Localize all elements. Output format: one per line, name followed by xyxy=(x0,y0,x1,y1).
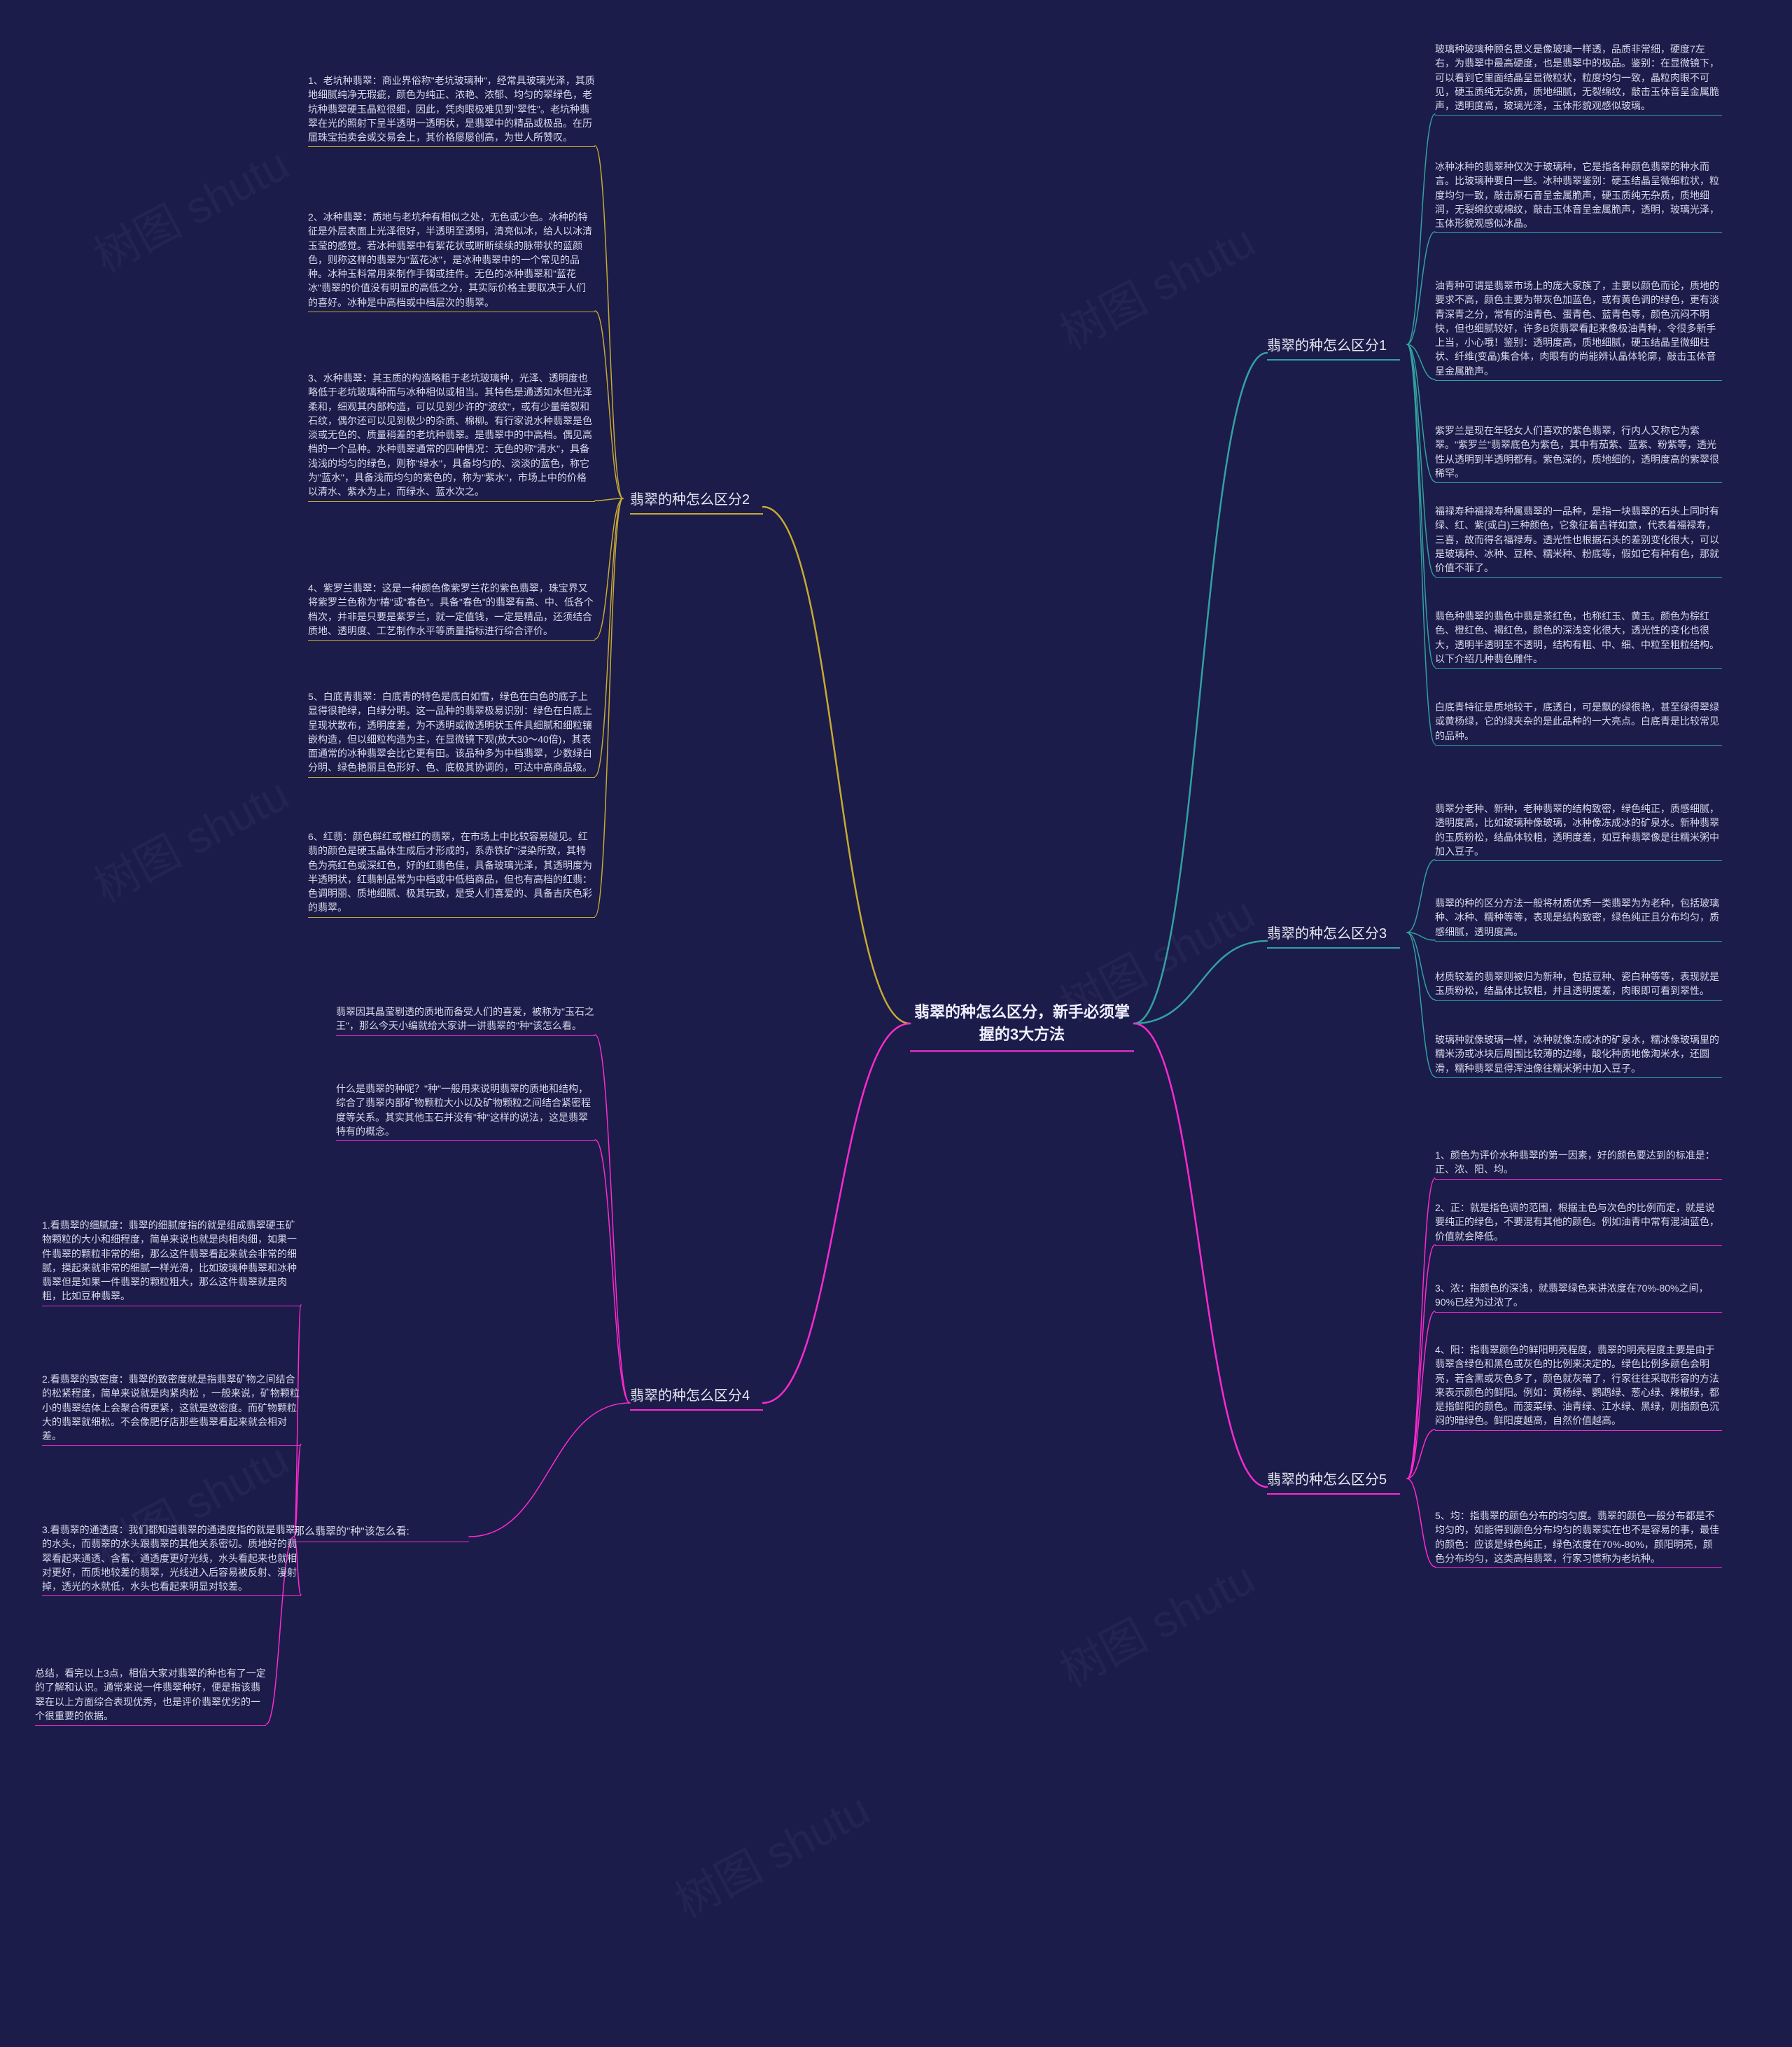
leaf-node: 1、老坑种翡翠：商业界俗称"老坑玻璃种"，经常具玻璃光泽，其质地细腻纯净无瑕疵，… xyxy=(308,74,595,147)
leaf-text: 5、均：指翡翠的颜色分布的均匀度。翡翠的颜色一般分布都是不均匀的，如能得到颜色分… xyxy=(1435,1509,1722,1565)
leaf-text: 什么是翡翠的种呢？"种"一般用来说明翡翠的质地和结构，综合了翡翠内部矿物颗粒大小… xyxy=(336,1082,595,1138)
branch-label: 翡翠的种怎么区分4 xyxy=(630,1388,750,1404)
leaf-node: 白底青特征是质地较干，底透白，可是飘的绿很艳，甚至绿得翠绿或黄杨绿，它的绿夹杂的… xyxy=(1435,700,1722,746)
leaf-node: 材质较差的翡翠则被归为新种，包括豆种、瓷白种等等，表现就是玉质粉松，结晶体比较粗… xyxy=(1435,970,1722,1001)
branch-b3: 翡翠的种怎么区分3 xyxy=(1267,924,1400,949)
leaf-text: 翡翠分老种、新种，老种翡翠的结构致密，绿色纯正，质感细腻，透明度高，比如玻璃种像… xyxy=(1435,802,1722,858)
leaf-node: 翡翠因其晶莹剔透的质地而备受人们的喜爱，被称为"玉石之王"，那么今天小编就给大家… xyxy=(336,1005,595,1036)
leaf-text: 翡色种翡翠的翡色中翡是茶红色，也称红玉、黄玉。颜色为棕红色、橙红色、褐红色，颜色… xyxy=(1435,609,1722,666)
branch-b2: 翡翠的种怎么区分2 xyxy=(630,490,763,515)
leaf-node: 油青种可谓是翡翠市场上的庞大家族了，主要以颜色而论，质地的要求不高，颜色主要为带… xyxy=(1435,279,1722,381)
leaf-text: 3.看翡翠的通透度：我们都知道翡翠的通透度指的就是翡翠的水头，而翡翠的水头跟翡翠… xyxy=(42,1523,301,1593)
watermark: 树图 shutu xyxy=(662,1774,879,1930)
sub-branch: 那么翡翠的"种"该怎么看: xyxy=(294,1524,469,1542)
leaf-node: 翡翠的种的区分方法一般将材质优秀一类翡翠为为老种，包括玻璃种、冰种、糯种等等，表… xyxy=(1435,896,1722,942)
leaf-node: 6、红翡：颜色鲜红或橙红的翡翠，在市场上中比较容易碰见。红翡的颜色是硬玉晶体生成… xyxy=(308,830,595,918)
branch-b1: 翡翠的种怎么区分1 xyxy=(1267,336,1400,361)
branch-label: 翡翠的种怎么区分1 xyxy=(1267,338,1387,354)
leaf-node: 3.看翡翠的通透度：我们都知道翡翠的通透度指的就是翡翠的水头，而翡翠的水头跟翡翠… xyxy=(42,1523,301,1596)
sub-branch-label: 那么翡翠的"种"该怎么看: xyxy=(294,1524,469,1539)
leaf-node: 玻璃种玻璃种顾名思义是像玻璃一样透，品质非常细，硬度7左右，为翡翠中最高硬度，也… xyxy=(1435,42,1722,116)
leaf-node: 2、正：就是指色调的范围，根据主色与次色的比例而定，就是说要纯正的绿色，不要混有… xyxy=(1435,1201,1722,1246)
leaf-node: 2、冰种翡翠：质地与老坑种有相似之处，无色或少色。冰种的特征是外层表面上光泽很好… xyxy=(308,210,595,312)
leaf-text: 冰种冰种的翡翠种仅次于玻璃种，它是指各种颜色翡翠的种水而言。比玻璃种要白一些。冰… xyxy=(1435,160,1722,230)
leaf-text: 福禄寿种福禄寿种属翡翠的一品种，是指一块翡翠的石头上同时有绿、红、紫(或白)三种… xyxy=(1435,504,1722,575)
leaf-text: 2、正：就是指色调的范围，根据主色与次色的比例而定，就是说要纯正的绿色，不要混有… xyxy=(1435,1201,1722,1243)
leaf-text: 5、白底青翡翠：白底青的特色是底白如雪，绿色在白色的底子上显得很艳绿，白绿分明。… xyxy=(308,690,595,775)
conclusion-text: 总结，看完以上3点，相信大家对翡翠的种也有了一定的了解和认识。通常来说一件翡翠种… xyxy=(35,1666,266,1723)
leaf-text: 3、水种翡翠：其玉质的构造略粗于老坑玻璃种，光泽、透明度也略低于老坑玻璃种而与冰… xyxy=(308,371,595,499)
mindmap-stage: 树图 shutu 树图 shutu 树图 shutu 树图 shutu 树图 shutu… xyxy=(0,0,1792,2047)
leaf-node: 福禄寿种福禄寿种属翡翠的一品种，是指一块翡翠的石头上同时有绿、红、紫(或白)三种… xyxy=(1435,504,1722,578)
leaf-node: 5、均：指翡翠的颜色分布的均匀度。翡翠的颜色一般分布都是不均匀的，如能得到颜色分… xyxy=(1435,1509,1722,1568)
leaf-text: 白底青特征是质地较干，底透白，可是飘的绿很艳，甚至绿得翠绿或黄杨绿，它的绿夹杂的… xyxy=(1435,700,1722,743)
watermark: 树图 shutu xyxy=(81,759,298,915)
leaf-text: 4、紫罗兰翡翠：这是一种颜色像紫罗兰花的紫色翡翠，珠宝界又将紫罗兰色称为"椿"或… xyxy=(308,581,595,638)
watermark: 树图 shutu xyxy=(1047,206,1264,362)
leaf-text: 翡翠的种的区分方法一般将材质优秀一类翡翠为为老种，包括玻璃种、冰种、糯种等等，表… xyxy=(1435,896,1722,939)
root-node: 翡翠的种怎么区分，新手必须掌握的3大方法 xyxy=(910,1001,1134,1052)
leaf-text: 4、阳：指翡翠颜色的鲜阳明亮程度，翡翠的明亮程度主要是由于翡翠含绿色和黑色或灰色… xyxy=(1435,1343,1722,1428)
leaf-text: 2、冰种翡翠：质地与老坑种有相似之处，无色或少色。冰种的特征是外层表面上光泽很好… xyxy=(308,210,595,309)
leaf-text: 6、红翡：颜色鲜红或橙红的翡翠，在市场上中比较容易碰见。红翡的颜色是硬玉晶体生成… xyxy=(308,830,595,915)
leaf-node: 冰种冰种的翡翠种仅次于玻璃种，它是指各种颜色翡翠的种水而言。比玻璃种要白一些。冰… xyxy=(1435,160,1722,233)
branch-label: 翡翠的种怎么区分5 xyxy=(1267,1472,1387,1488)
leaf-text: 翡翠因其晶莹剔透的质地而备受人们的喜爱，被称为"玉石之王"，那么今天小编就给大家… xyxy=(336,1005,595,1033)
leaf-node: 玻璃种就像玻璃一样，冰种就像冻成冰的矿泉水，糯冰像玻璃里的糯米汤或冰块后周围比较… xyxy=(1435,1033,1722,1078)
leaf-node: 3、水种翡翠：其玉质的构造略粗于老坑玻璃种，光泽、透明度也略低于老坑玻璃种而与冰… xyxy=(308,371,595,502)
leaf-node: 翡色种翡翠的翡色中翡是茶红色，也称红玉、黄玉。颜色为棕红色、橙红色、褐红色，颜色… xyxy=(1435,609,1722,669)
leaf-text: 材质较差的翡翠则被归为新种，包括豆种、瓷白种等等，表现就是玉质粉松，结晶体比较粗… xyxy=(1435,970,1722,998)
branch-b4: 翡翠的种怎么区分4 xyxy=(630,1386,763,1411)
leaf-node: 翡翠分老种、新种，老种翡翠的结构致密，绿色纯正，质感细腻，透明度高，比如玻璃种像… xyxy=(1435,802,1722,861)
branch-b5: 翡翠的种怎么区分5 xyxy=(1267,1470,1400,1495)
leaf-node: 4、阳：指翡翠颜色的鲜阳明亮程度，翡翠的明亮程度主要是由于翡翠含绿色和黑色或灰色… xyxy=(1435,1343,1722,1431)
leaf-node: 3、浓：指颜色的深浅，就翡翠绿色来讲浓度在70%-80%之间，90%已经为过浓了… xyxy=(1435,1281,1722,1313)
leaf-node: 1、颜色为评价水种翡翠的第一因素，好的颜色要达到的标准是：正、浓、阳、均。 xyxy=(1435,1148,1722,1180)
branch-label: 翡翠的种怎么区分2 xyxy=(630,492,750,508)
leaf-text: 1、颜色为评价水种翡翠的第一因素，好的颜色要达到的标准是：正、浓、阳、均。 xyxy=(1435,1148,1722,1177)
conclusion-node: 总结，看完以上3点，相信大家对翡翠的种也有了一定的了解和认识。通常来说一件翡翠种… xyxy=(35,1666,266,1726)
leaf-node: 5、白底青翡翠：白底青的特色是底白如雪，绿色在白色的底子上显得很艳绿，白绿分明。… xyxy=(308,690,595,778)
leaf-text: 玻璃种就像玻璃一样，冰种就像冻成冰的矿泉水，糯冰像玻璃里的糯米汤或冰块后周围比较… xyxy=(1435,1033,1722,1075)
leaf-node: 2.看翡翠的致密度：翡翠的致密度就是指翡翠矿物之间结合的松紧程度，简单来说就是肉… xyxy=(42,1372,301,1446)
leaf-text: 油青种可谓是翡翠市场上的庞大家族了，主要以颜色而论，质地的要求不高，颜色主要为带… xyxy=(1435,279,1722,378)
branch-label: 翡翠的种怎么区分3 xyxy=(1267,926,1387,942)
leaf-text: 1、老坑种翡翠：商业界俗称"老坑玻璃种"，经常具玻璃光泽，其质地细腻纯净无瑕疵，… xyxy=(308,74,595,144)
leaf-text: 1.看翡翠的细腻度：翡翠的细腻度指的就是组成翡翠硬玉矿物颗粒的大小和细程度，简单… xyxy=(42,1218,301,1304)
watermark: 树图 shutu xyxy=(81,129,298,285)
leaf-text: 紫罗兰是现在年轻女人们喜欢的紫色翡翠，行内人又称它为紫翠。"紫罗兰"翡翠底色为紫… xyxy=(1435,424,1722,480)
leaf-text: 2.看翡翠的致密度：翡翠的致密度就是指翡翠矿物之间结合的松紧程度，简单来说就是肉… xyxy=(42,1372,301,1443)
leaf-text: 玻璃种玻璃种顾名思义是像玻璃一样透，品质非常细，硬度7左右，为翡翠中最高硬度，也… xyxy=(1435,42,1722,113)
watermark: 树图 shutu xyxy=(1047,1543,1264,1699)
leaf-node: 什么是翡翠的种呢？"种"一般用来说明翡翠的质地和结构，综合了翡翠内部矿物颗粒大小… xyxy=(336,1082,595,1141)
leaf-node: 紫罗兰是现在年轻女人们喜欢的紫色翡翠，行内人又称它为紫翠。"紫罗兰"翡翠底色为紫… xyxy=(1435,424,1722,483)
leaf-node: 4、紫罗兰翡翠：这是一种颜色像紫罗兰花的紫色翡翠，珠宝界又将紫罗兰色称为"椿"或… xyxy=(308,581,595,641)
leaf-text: 3、浓：指颜色的深浅，就翡翠绿色来讲浓度在70%-80%之间，90%已经为过浓了… xyxy=(1435,1281,1722,1310)
leaf-node: 1.看翡翠的细腻度：翡翠的细腻度指的就是组成翡翠硬玉矿物颗粒的大小和细程度，简单… xyxy=(42,1218,301,1306)
